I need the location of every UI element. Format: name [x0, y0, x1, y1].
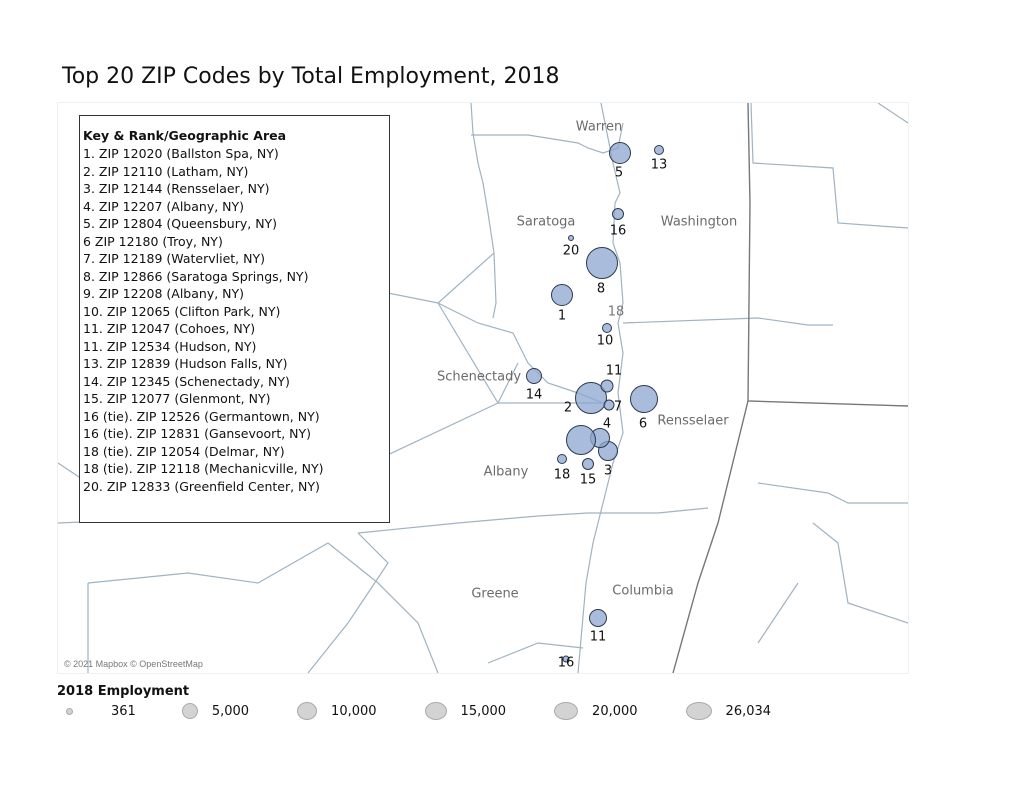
legend-value: 361	[111, 703, 136, 719]
key-item: 11. ZIP 12534 (Hudson, NY)	[83, 338, 257, 354]
zip-bubble-rank-14[interactable]	[526, 368, 542, 384]
key-item: 1. ZIP 12020 (Ballston Spa, NY)	[83, 146, 279, 161]
county-label: Greene	[471, 586, 519, 602]
bubble-rank-label: 11	[589, 629, 607, 645]
key-item: 18 (tie). ZIP 12054 (Delmar, NY)	[83, 443, 285, 459]
zip-bubble-rank-16[interactable]	[612, 208, 624, 220]
county-label: Columbia	[612, 583, 674, 599]
key-item: 20. ZIP 12833 (Greenfield Center, NY)	[83, 478, 320, 494]
bubble-rank-label: 11	[605, 363, 623, 379]
key-item: 15. ZIP 12077 (Glenmont, NY)	[83, 391, 271, 406]
key-item: 14. ZIP 12345 (Schenectady, NY)	[83, 373, 290, 389]
key-item: 6 ZIP 12180 (Troy, NY)	[83, 233, 223, 249]
bubble-rank-label: 7	[613, 399, 623, 415]
map-attribution[interactable]: © 2021 Mapbox © OpenStreetMap	[64, 659, 203, 669]
legend-circle-icon	[554, 702, 579, 720]
zip-bubble-rank-15[interactable]	[582, 458, 594, 470]
bubble-rank-label: 16	[609, 223, 627, 239]
legend-value: 15,000	[460, 703, 507, 719]
legend-circle-icon	[685, 702, 712, 720]
key-item: 11. ZIP 12047 (Cohoes, NY)	[83, 321, 256, 336]
county-label: Saratoga	[516, 214, 576, 230]
bubble-rank-label: 4	[602, 416, 612, 432]
size-legend-title: 2018 Employment	[57, 684, 190, 699]
bubble-rank-label: 5	[614, 165, 624, 181]
bubble-rank-label: 1	[557, 308, 567, 324]
legend-circle-icon	[181, 703, 198, 719]
zip-bubble-rank-8[interactable]	[586, 247, 618, 279]
key-item: 16 (tie). ZIP 12831 (Gansevoort, NY)	[83, 426, 312, 441]
bubble-rank-label: 20	[562, 243, 580, 259]
county-label: Washington	[660, 214, 738, 230]
legend-value: 26,034	[725, 703, 772, 719]
zip-bubble-rank-1[interactable]	[551, 284, 573, 306]
bubble-rank-label: 16	[557, 655, 575, 671]
legend-circle-icon	[297, 702, 318, 720]
key-item: 4. ZIP 12207 (Albany, NY)	[83, 198, 245, 214]
size-legend: 361 5,000 10,000 15,000 20,000 26,034	[66, 702, 771, 720]
key-item: 5. ZIP 12804 (Queensbury, NY)	[83, 216, 278, 231]
key-item: 18 (tie). ZIP 12118 (Mechanicville, NY)	[83, 461, 324, 476]
bubble-rank-label: 3	[603, 463, 613, 479]
legend-item: 15,000	[424, 702, 507, 720]
zip-bubble-rank-11[interactable]	[589, 609, 607, 627]
key-item: 13. ZIP 12839 (Hudson Falls, NY)	[83, 356, 288, 371]
bubble-rank-label: 8	[596, 281, 606, 297]
county-label: Rensselaer	[657, 413, 729, 429]
key-item: 7. ZIP 12189 (Watervliet, NY)	[83, 251, 265, 266]
zip-bubble-rank-11[interactable]	[600, 379, 614, 393]
zip-bubble-rank-6[interactable]	[630, 385, 658, 413]
zip-bubble-rank-7[interactable]	[603, 399, 615, 411]
key-item: 16 (tie). ZIP 12526 (Germantown, NY)	[83, 408, 320, 424]
county-label: Albany	[483, 464, 529, 480]
legend-value: 5,000	[211, 703, 250, 719]
legend-value: 10,000	[331, 703, 377, 719]
legend-item: 10,000	[297, 702, 377, 720]
zip-bubble-rank-16[interactable]	[562, 655, 570, 663]
key-item: 2. ZIP 12110 (Latham, NY)	[83, 163, 249, 179]
bubble-rank-label: 6	[638, 416, 648, 432]
legend-circle-icon	[424, 702, 447, 720]
bubble-rank-label: 2	[563, 400, 573, 416]
legend-item: 5,000	[181, 703, 250, 719]
legend-item: 361	[66, 704, 136, 719]
legend-circle-icon	[66, 707, 73, 715]
zip-bubble-rank-13[interactable]	[654, 145, 664, 155]
chart-title: Top 20 ZIP Codes by Total Employment, 20…	[62, 64, 560, 89]
key-item: 10. ZIP 12065 (Clifton Park, NY)	[83, 303, 281, 319]
county-label: Warren	[575, 119, 623, 135]
bubble-rank-label: 15	[579, 472, 597, 488]
zip-bubble-rank-10[interactable]	[602, 323, 612, 333]
bubble-rank-label: 10	[596, 333, 614, 349]
legend-item: 20,000	[554, 702, 638, 720]
key-title: Key & Rank/Geographic Area	[83, 128, 287, 143]
zip-bubble-rank-18[interactable]	[557, 454, 567, 464]
key-item: 9. ZIP 12208 (Albany, NY)	[83, 286, 245, 301]
key-item: 8. ZIP 12866 (Saratoga Springs, NY)	[83, 268, 309, 284]
legend-item: 26,034	[685, 702, 772, 720]
bubble-rank-label: 13	[650, 157, 668, 173]
zip-bubble-rank-5[interactable]	[609, 142, 631, 164]
zip-bubble-rank-20[interactable]	[568, 235, 574, 241]
zip-bubble-rank-9[interactable]	[566, 425, 596, 455]
bubble-rank-label: 18	[553, 467, 571, 483]
county-label: Schenectady	[436, 369, 522, 385]
key-item: 3. ZIP 12144 (Rensselaer, NY)	[83, 181, 270, 196]
legend-value: 20,000	[592, 703, 638, 719]
bubble-rank-label: 18	[607, 304, 625, 320]
rank-key-box: Key & Rank/Geographic Area 1. ZIP 12020 …	[79, 115, 390, 523]
bubble-rank-label: 14	[525, 387, 543, 403]
